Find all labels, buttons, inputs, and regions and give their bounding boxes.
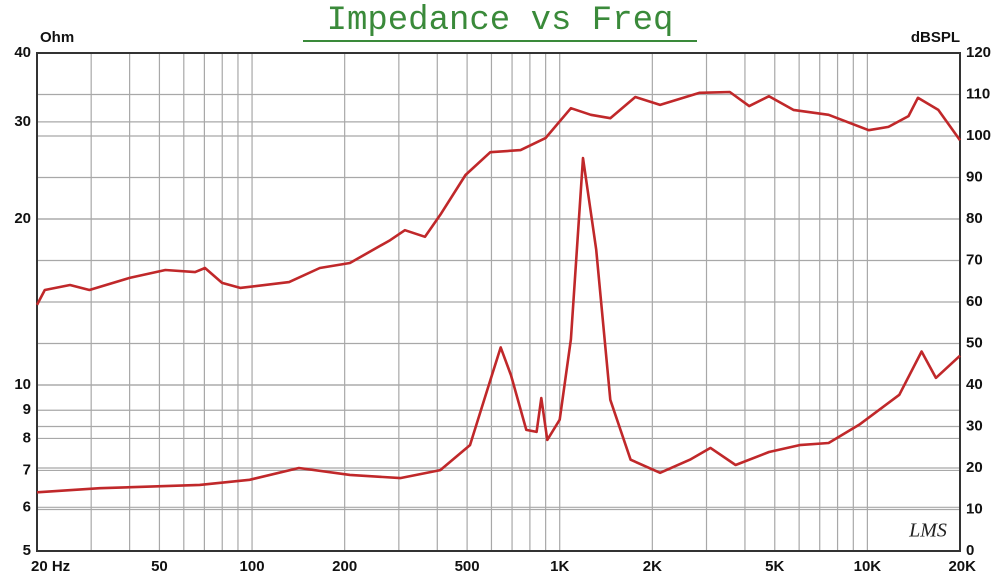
- y2-tick-label: 50: [966, 334, 983, 351]
- y2-tick-label: 20: [966, 459, 983, 476]
- y-tick-label: 20: [14, 210, 31, 227]
- x-tick-label: 10K: [854, 558, 882, 575]
- y-tick-label: 8: [23, 429, 31, 446]
- x-tick-label: 2K: [643, 558, 662, 575]
- y2-tick-label: 0: [966, 542, 974, 559]
- y2-tick-label: 30: [966, 417, 983, 434]
- line-series: [35, 90, 962, 306]
- chart-title: Impedance vs Freq: [327, 2, 674, 40]
- y2-tick-label: 60: [966, 293, 983, 310]
- y-axis-label: Ohm: [40, 29, 74, 46]
- x-tick-label: 200: [332, 558, 357, 575]
- x-tick-label: 100: [240, 558, 265, 575]
- y2-tick-label: 70: [966, 251, 983, 268]
- y2-tick-label: 90: [966, 168, 983, 185]
- x-tick-label: 20K: [948, 558, 976, 575]
- x-tick-label: 20 Hz: [31, 558, 70, 575]
- y2-tick-label: 100: [966, 127, 991, 144]
- x-tick-label: 50: [151, 558, 168, 575]
- line-series: [36, 156, 961, 494]
- y-tick-label: 10: [14, 376, 31, 393]
- y2-tick-label: 40: [966, 376, 983, 393]
- plot-frame: [36, 52, 961, 552]
- x-tick-label: 5K: [765, 558, 784, 575]
- x-tick-label: 1K: [550, 558, 569, 575]
- y-tick-label: 40: [14, 44, 31, 61]
- y2-axis-label: dBSPL: [911, 29, 960, 46]
- y2-tick-label: 110: [966, 85, 990, 102]
- y-tick-label: 9: [23, 401, 31, 418]
- y2-tick-label: 80: [966, 210, 983, 227]
- y2-tick-label: 10: [966, 500, 983, 517]
- y-tick-label: 6: [23, 498, 31, 515]
- x-tick-label: 500: [455, 558, 480, 575]
- y-tick-label: 5: [23, 542, 31, 559]
- y2-tick-label: 120: [966, 44, 991, 61]
- annotation: LMS: [908, 520, 947, 542]
- y-tick-label: 30: [14, 113, 31, 130]
- y-tick-label: 7: [23, 461, 31, 478]
